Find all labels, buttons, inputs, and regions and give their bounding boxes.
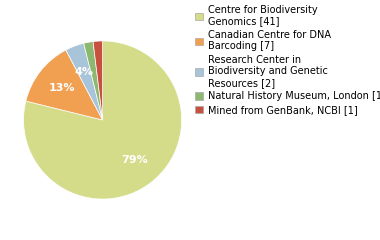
Wedge shape	[93, 41, 103, 120]
Text: 79%: 79%	[121, 156, 148, 165]
Wedge shape	[26, 50, 103, 120]
Wedge shape	[66, 43, 103, 120]
Legend: Centre for Biodiversity
Genomics [41], Canadian Centre for DNA
Barcoding [7], Re: Centre for Biodiversity Genomics [41], C…	[195, 5, 380, 115]
Wedge shape	[84, 42, 103, 120]
Text: 4%: 4%	[75, 67, 94, 77]
Wedge shape	[24, 41, 182, 199]
Text: 13%: 13%	[49, 83, 75, 93]
